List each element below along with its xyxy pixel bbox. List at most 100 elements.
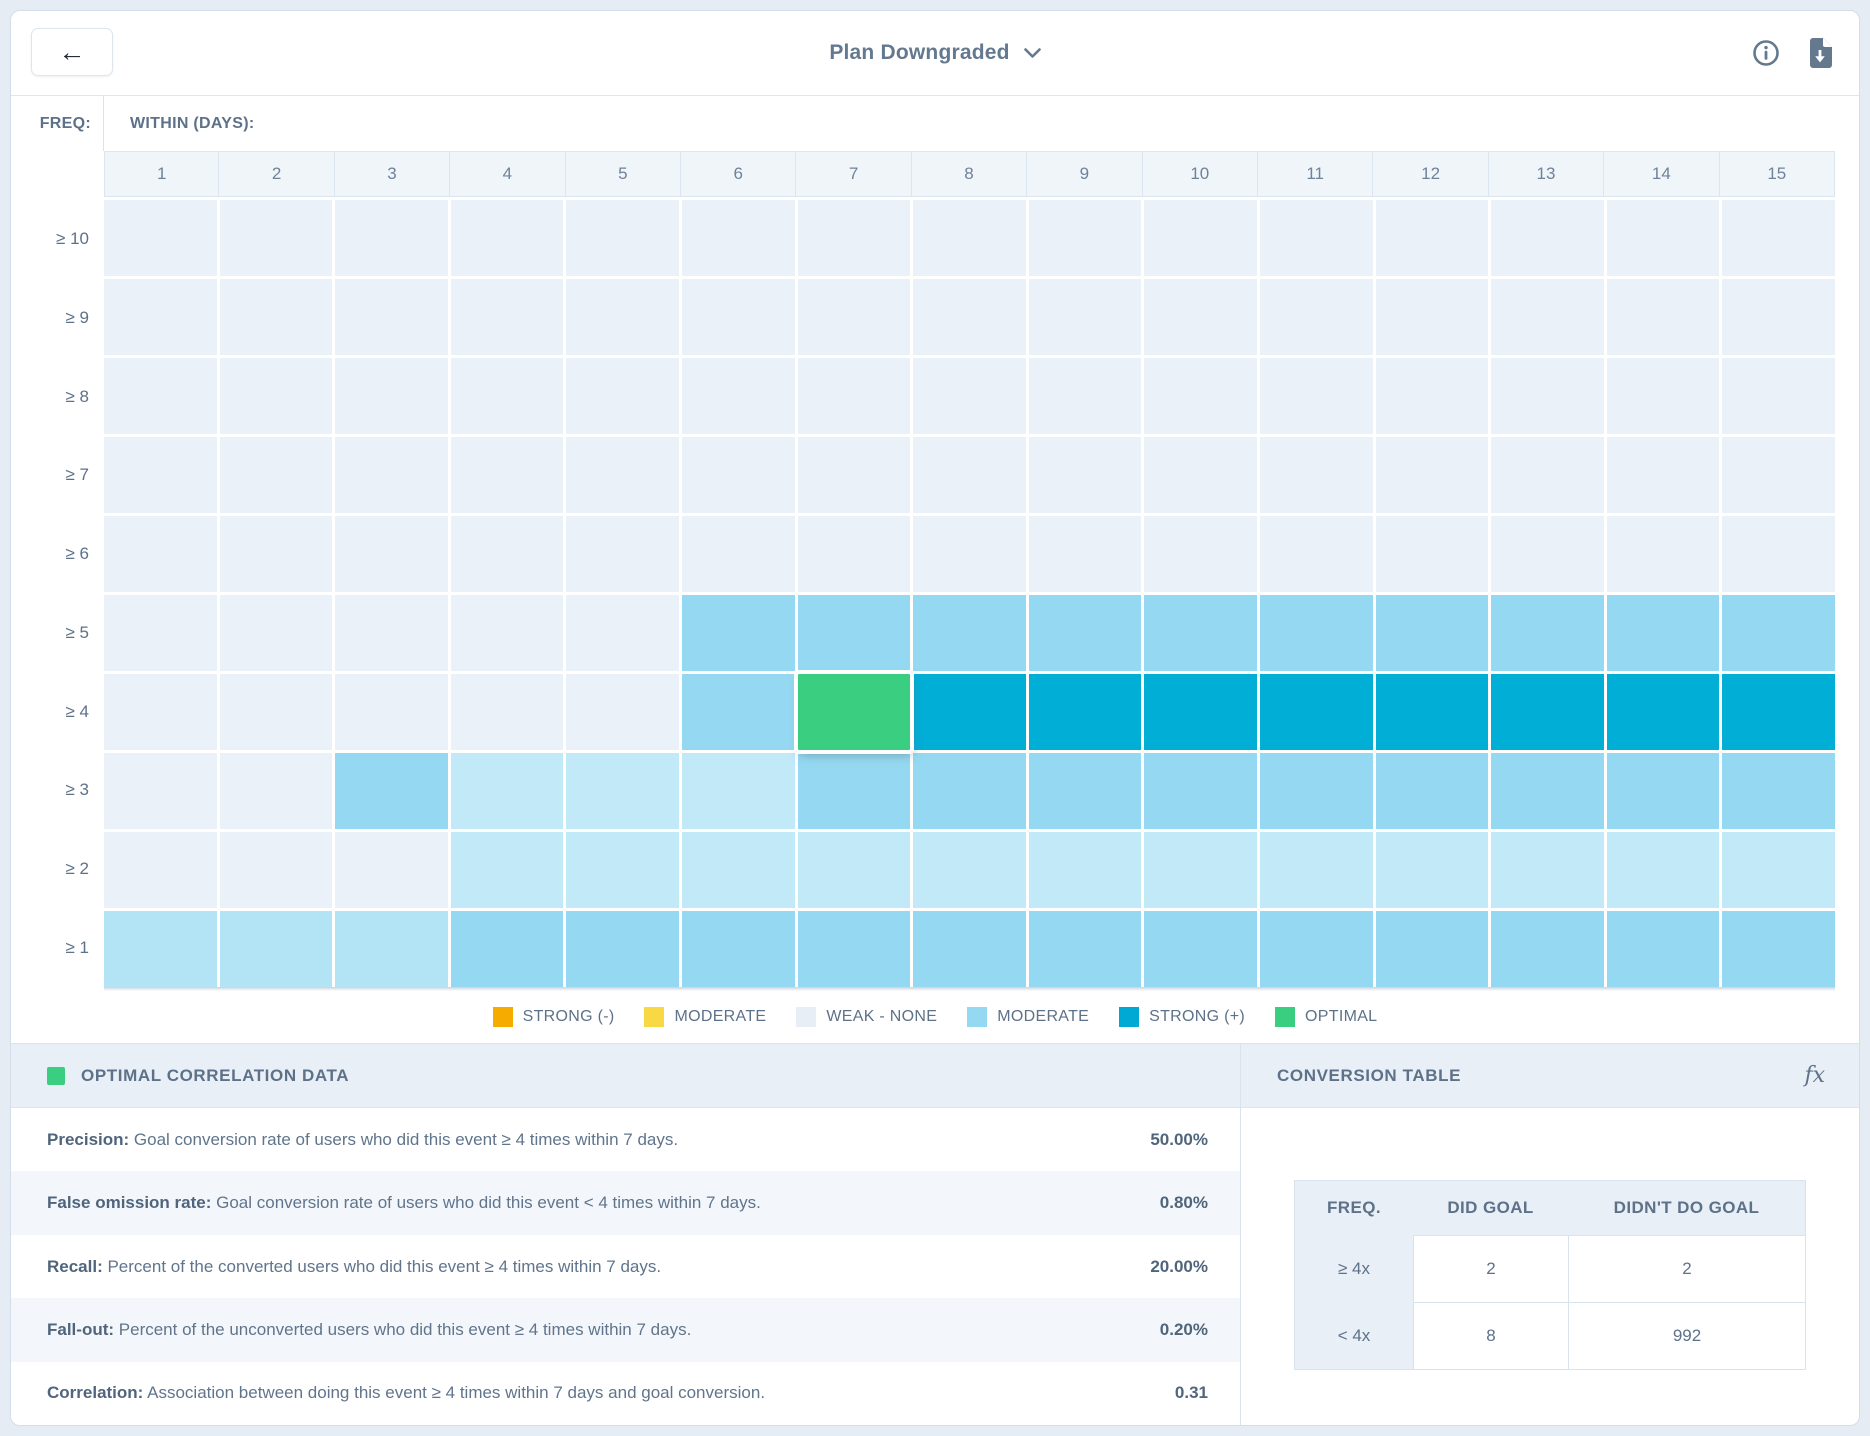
heatmap-cell[interactable] bbox=[219, 358, 333, 434]
heatmap-cell[interactable] bbox=[1722, 911, 1835, 987]
heatmap-cell[interactable] bbox=[1259, 911, 1373, 987]
heatmap-cell[interactable] bbox=[1375, 437, 1489, 513]
heatmap-cell[interactable] bbox=[1606, 911, 1720, 987]
heatmap-cell[interactable] bbox=[104, 674, 217, 750]
heatmap-cell[interactable] bbox=[335, 595, 448, 671]
download-button[interactable] bbox=[1805, 37, 1835, 69]
heatmap-cell[interactable] bbox=[1606, 832, 1720, 908]
heatmap-cell[interactable] bbox=[219, 595, 333, 671]
heatmap-cell[interactable] bbox=[335, 753, 448, 829]
heatmap-cell[interactable] bbox=[681, 437, 795, 513]
heatmap-cell[interactable] bbox=[1491, 832, 1604, 908]
heatmap-cell[interactable] bbox=[1028, 358, 1142, 434]
heatmap-cell[interactable] bbox=[681, 911, 795, 987]
heatmap-cell[interactable] bbox=[797, 437, 911, 513]
heatmap-cell[interactable] bbox=[219, 279, 333, 355]
heatmap-cell[interactable] bbox=[1491, 437, 1604, 513]
heatmap-cell[interactable] bbox=[1259, 595, 1373, 671]
heatmap-cell[interactable] bbox=[450, 279, 564, 355]
heatmap-cell[interactable] bbox=[681, 595, 795, 671]
heatmap-cell-selected[interactable] bbox=[797, 674, 911, 750]
heatmap-cell[interactable] bbox=[566, 516, 679, 592]
heatmap-cell[interactable] bbox=[1144, 674, 1257, 750]
heatmap-cell[interactable] bbox=[913, 832, 1026, 908]
heatmap-cell[interactable] bbox=[1722, 358, 1835, 434]
heatmap-cell[interactable] bbox=[1144, 516, 1257, 592]
heatmap-cell[interactable] bbox=[797, 832, 911, 908]
heatmap-cell[interactable] bbox=[797, 516, 911, 592]
heatmap-cell[interactable] bbox=[450, 437, 564, 513]
heatmap-cell[interactable] bbox=[335, 200, 448, 276]
heatmap-cell[interactable] bbox=[219, 911, 333, 987]
formula-fx-button[interactable]: fx bbox=[1804, 1063, 1825, 1088]
heatmap-cell[interactable] bbox=[450, 200, 564, 276]
heatmap-cell[interactable] bbox=[104, 832, 217, 908]
heatmap-cell[interactable] bbox=[1491, 200, 1604, 276]
heatmap-cell[interactable] bbox=[1722, 437, 1835, 513]
heatmap-cell[interactable] bbox=[104, 437, 217, 513]
heatmap-cell[interactable] bbox=[1259, 279, 1373, 355]
heatmap-cell[interactable] bbox=[1375, 832, 1489, 908]
heatmap-cell[interactable] bbox=[1606, 437, 1720, 513]
heatmap-cell[interactable] bbox=[1028, 595, 1142, 671]
heatmap-cell[interactable] bbox=[335, 279, 448, 355]
heatmap-cell[interactable] bbox=[1491, 516, 1604, 592]
heatmap-cell[interactable] bbox=[1606, 674, 1720, 750]
heatmap-cell[interactable] bbox=[913, 200, 1026, 276]
heatmap-cell[interactable] bbox=[681, 832, 795, 908]
heatmap-cell[interactable] bbox=[104, 200, 217, 276]
heatmap-cell[interactable] bbox=[1259, 832, 1373, 908]
heatmap-cell[interactable] bbox=[1722, 753, 1835, 829]
heatmap-cell[interactable] bbox=[566, 832, 679, 908]
heatmap-cell[interactable] bbox=[913, 437, 1026, 513]
heatmap-cell[interactable] bbox=[1144, 832, 1257, 908]
heatmap-cell[interactable] bbox=[1491, 595, 1604, 671]
heatmap-cell[interactable] bbox=[913, 516, 1026, 592]
heatmap-cell[interactable] bbox=[1028, 674, 1142, 750]
heatmap-cell[interactable] bbox=[1144, 279, 1257, 355]
event-selector[interactable]: Plan Downgraded bbox=[829, 41, 1041, 65]
heatmap-cell[interactable] bbox=[335, 832, 448, 908]
heatmap-cell[interactable] bbox=[1606, 279, 1720, 355]
heatmap-cell[interactable] bbox=[1722, 674, 1835, 750]
heatmap-cell[interactable] bbox=[1259, 753, 1373, 829]
heatmap-cell[interactable] bbox=[219, 674, 333, 750]
heatmap-cell[interactable] bbox=[1375, 753, 1489, 829]
heatmap-cell[interactable] bbox=[797, 279, 911, 355]
heatmap-cell[interactable] bbox=[566, 595, 679, 671]
back-button[interactable]: ← bbox=[31, 28, 113, 76]
heatmap-cell[interactable] bbox=[1144, 358, 1257, 434]
heatmap-cell[interactable] bbox=[1144, 911, 1257, 987]
heatmap-cell[interactable] bbox=[913, 595, 1026, 671]
heatmap-cell[interactable] bbox=[913, 674, 1026, 750]
heatmap-cell[interactable] bbox=[219, 753, 333, 829]
info-button[interactable] bbox=[1751, 37, 1781, 69]
heatmap-cell[interactable] bbox=[219, 516, 333, 592]
heatmap-cell[interactable] bbox=[1722, 832, 1835, 908]
heatmap-cell[interactable] bbox=[1606, 358, 1720, 434]
heatmap-cell[interactable] bbox=[450, 911, 564, 987]
heatmap-cell[interactable] bbox=[1491, 279, 1604, 355]
heatmap-cell[interactable] bbox=[1375, 358, 1489, 434]
heatmap-cell[interactable] bbox=[1144, 753, 1257, 829]
heatmap-cell[interactable] bbox=[797, 753, 911, 829]
heatmap-cell[interactable] bbox=[104, 516, 217, 592]
heatmap-cell[interactable] bbox=[1144, 595, 1257, 671]
heatmap-cell[interactable] bbox=[1375, 911, 1489, 987]
heatmap-cell[interactable] bbox=[335, 437, 448, 513]
heatmap-cell[interactable] bbox=[913, 279, 1026, 355]
heatmap-cell[interactable] bbox=[1606, 516, 1720, 592]
heatmap-cell[interactable] bbox=[1491, 358, 1604, 434]
heatmap-cell[interactable] bbox=[1259, 674, 1373, 750]
heatmap-cell[interactable] bbox=[335, 674, 448, 750]
heatmap-cell[interactable] bbox=[219, 437, 333, 513]
heatmap-cell[interactable] bbox=[1028, 200, 1142, 276]
heatmap-cell[interactable] bbox=[1606, 753, 1720, 829]
heatmap-cell[interactable] bbox=[450, 753, 564, 829]
heatmap-cell[interactable] bbox=[1722, 200, 1835, 276]
heatmap-cell[interactable] bbox=[450, 516, 564, 592]
heatmap-cell[interactable] bbox=[104, 358, 217, 434]
heatmap-cell[interactable] bbox=[681, 674, 795, 750]
heatmap-cell[interactable] bbox=[797, 200, 911, 276]
heatmap-cell[interactable] bbox=[104, 279, 217, 355]
